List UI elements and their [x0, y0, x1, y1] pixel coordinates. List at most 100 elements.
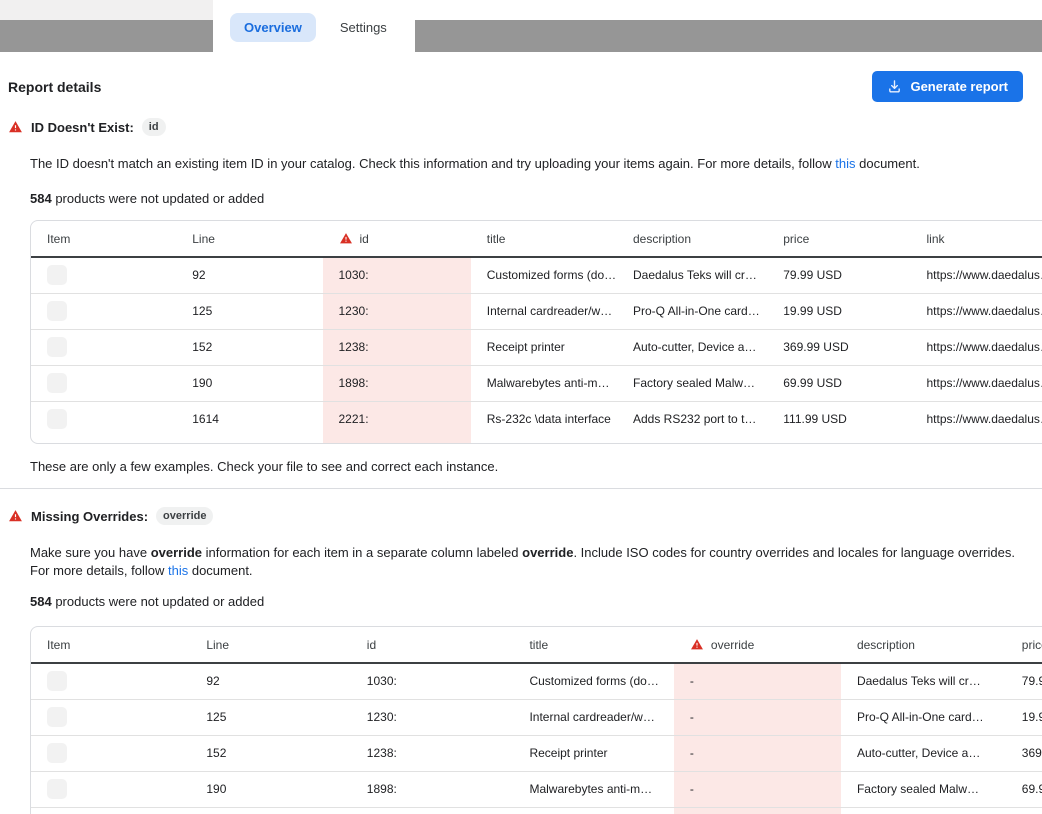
column-header-description: description — [617, 221, 768, 258]
tab-bar: Overview Settings — [213, 0, 415, 55]
section-description: The ID doesn't match an existing item ID… — [30, 155, 1030, 173]
column-header-title: title — [470, 221, 617, 258]
cell-line: 1614 — [190, 806, 351, 814]
cell-line: 125 — [190, 698, 351, 735]
cell-description: Daedalus Teks will cr… — [633, 268, 757, 283]
cell-item — [31, 328, 177, 365]
cell-line: 125 — [176, 292, 323, 329]
description-text: . Include ISO codes for country override… — [30, 545, 1015, 578]
column-header-link: link — [910, 221, 1042, 258]
cell-id: 1238: — [350, 734, 514, 771]
warning-icon — [690, 639, 703, 650]
cell-override: - — [673, 698, 841, 735]
affected-count-text: products were not updated or added — [51, 191, 265, 206]
override-keyword: override — [522, 545, 574, 560]
column-header-line: Line — [176, 221, 323, 258]
cell-line: 190 — [176, 364, 323, 401]
table-row: 1614 2221: Rs-232c \data interface Adds RS2… — [31, 400, 1042, 437]
table-row: 190 1898: Malwarebytes anti-m… Factory seal… — [31, 364, 1042, 401]
cell-link: https://www.daedalus… — [910, 400, 1042, 437]
title-row: Report details Generate report — [8, 71, 1023, 102]
cell-link: https://www.daedalus… — [910, 364, 1042, 401]
cell-line: 92 — [192, 268, 206, 283]
page-title: Report details — [8, 78, 102, 95]
section-id-doesnt-exist: ID Doesn't Exist: id The ID doesn't matc… — [0, 118, 1042, 474]
item-thumbnail — [47, 707, 67, 727]
cell-item — [31, 734, 191, 771]
section-missing-overrides: Missing Overrides: override Make sure yo… — [0, 507, 1042, 814]
cell-price: 19.99 USD — [767, 292, 911, 329]
cell-line: 152 — [190, 734, 351, 771]
data-table: Item Line id title override description price 9… — [31, 627, 1042, 814]
this-document-link[interactable]: this — [835, 156, 856, 171]
item-thumbnail — [47, 743, 67, 763]
cell-link: https://www.daedalus… — [926, 268, 1042, 283]
tab-overview[interactable]: Overview — [230, 13, 316, 42]
column-label: Item — [47, 231, 71, 246]
cell-line: 190 — [190, 770, 351, 807]
tab-settings[interactable]: Settings — [339, 20, 387, 35]
table-row: 125 1230: Internal cardreader/w… - Pro-Q All… — [31, 698, 1042, 735]
section-heading-row: Missing Overrides: override — [8, 507, 1034, 525]
column-label: Line — [206, 637, 230, 652]
table-bottom-spacer — [31, 437, 1042, 443]
affected-count: 584 — [30, 191, 52, 206]
column-label: title — [529, 637, 549, 652]
spacer-cell — [176, 437, 322, 443]
cell-description: Factory sealed Malw… — [617, 364, 768, 401]
sidebar-edge — [0, 0, 213, 20]
cell-link: https://www.daedalus… — [910, 328, 1042, 365]
cell-override: - — [673, 734, 841, 771]
column-header-id: id — [322, 221, 471, 258]
cell-line: 1614 — [176, 400, 323, 437]
cell-id: 1898: — [350, 770, 514, 807]
cell-description: Factory sealed Malw… — [840, 770, 1006, 807]
cell-price: 79.99 USD — [783, 268, 842, 283]
item-thumbnail — [47, 301, 67, 321]
cell-id: 1230: — [350, 698, 514, 735]
cell-override: - — [673, 770, 841, 807]
cell-item — [31, 698, 191, 735]
this-document-link[interactable]: this — [168, 563, 189, 578]
cell-description: Pro-Q All-in-One card… — [617, 292, 768, 329]
warning-icon — [9, 121, 22, 133]
item-thumbnail — [47, 409, 67, 430]
column-header-id: id — [350, 627, 514, 664]
cell-item — [31, 806, 191, 814]
table-header-row: Item Line id title description price link — [31, 221, 1042, 258]
section-title: Missing Overrides: — [31, 508, 149, 524]
attribute-badge: id — [141, 118, 166, 136]
section-divider — [0, 488, 1042, 489]
overlay-scrim — [0, 20, 1042, 52]
attribute-badge: override — [156, 507, 214, 525]
warning-icon — [339, 233, 352, 244]
cell-id: 1030: — [366, 674, 397, 689]
cell-id: 1030: — [322, 257, 471, 293]
item-thumbnail — [47, 779, 67, 799]
description-text-end: document. — [188, 563, 253, 578]
download-icon — [889, 80, 901, 93]
column-label: Item — [47, 637, 71, 652]
column-header-item: Item — [31, 627, 191, 664]
generate-report-button[interactable]: Generate report — [872, 71, 1023, 102]
cell-id: 2221: — [350, 806, 514, 814]
error-examples-table: Item Line id title description price link 92 103… — [30, 220, 1042, 444]
column-header-title: title — [513, 627, 674, 664]
item-thumbnail — [47, 265, 67, 286]
generate-report-label: Generate report — [910, 79, 1008, 94]
cell-link: https://www.daedalus… — [910, 292, 1042, 329]
column-label: title — [486, 231, 506, 246]
item-thumbnail — [47, 337, 67, 357]
cell-description: Pro-Q All-in-One card… — [840, 698, 1006, 735]
affected-count: 584 — [30, 594, 52, 609]
section-heading-row: ID Doesn't Exist: id — [8, 118, 1034, 136]
table-row: 125 1230: Internal cardreader/w… Pro-Q All-… — [31, 292, 1042, 329]
cell-title: Internal cardreader/w… — [470, 292, 617, 329]
cell-title: Receipt printer — [513, 734, 674, 771]
column-header-override: override — [673, 627, 841, 664]
cell-id: 1230: — [322, 292, 471, 329]
cell-price: 369.99 USD — [767, 328, 911, 365]
cell-item — [31, 663, 190, 699]
column-label: link — [926, 231, 945, 246]
cell-title: Receipt printer — [470, 328, 617, 365]
